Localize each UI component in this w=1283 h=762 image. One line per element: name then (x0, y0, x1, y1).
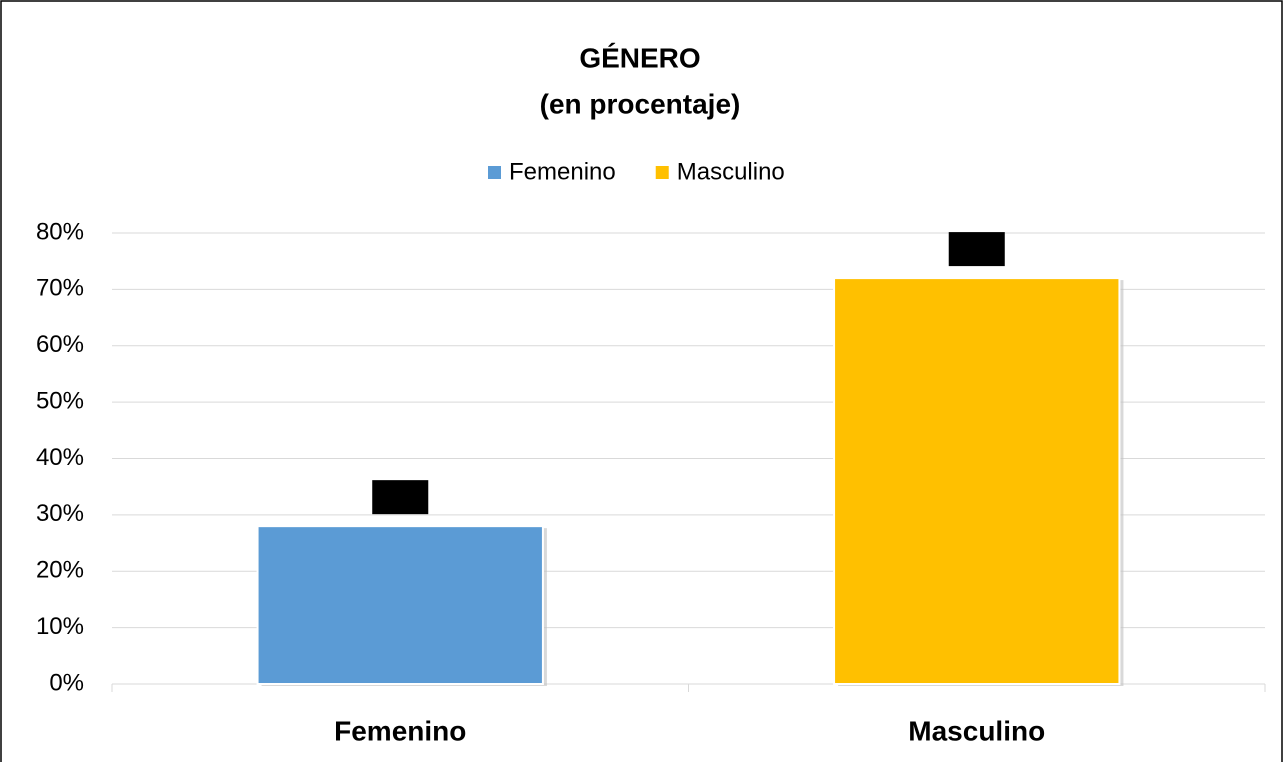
y-tick-label: 30% (36, 500, 84, 527)
x-tick-label: Femenino (334, 715, 466, 746)
y-tick-label: 0% (49, 669, 84, 696)
bar (256, 525, 544, 686)
data-label-box (372, 480, 429, 515)
y-tick-label: 80% (36, 218, 84, 245)
bar (833, 277, 1121, 685)
data-label: 72% (957, 237, 997, 259)
y-tick-label: 70% (36, 275, 84, 302)
legend-label: Masculino (677, 158, 785, 185)
y-tick-label: 60% (36, 331, 84, 358)
y-tick-label: 10% (36, 613, 84, 640)
data-label-box (948, 232, 1005, 267)
x-tick-label: Masculino (908, 715, 1045, 746)
legend-label: Femenino (509, 158, 616, 185)
legend-swatch (655, 166, 669, 179)
y-tick-label: 20% (36, 557, 84, 584)
chart-subtitle: (en procentaje) (540, 88, 741, 119)
y-tick-label: 50% (36, 387, 84, 414)
y-tick-label: 40% (36, 444, 84, 471)
chart-title: GÉNERO (579, 42, 700, 73)
data-label: 28% (380, 485, 420, 507)
legend-swatch (488, 166, 501, 179)
